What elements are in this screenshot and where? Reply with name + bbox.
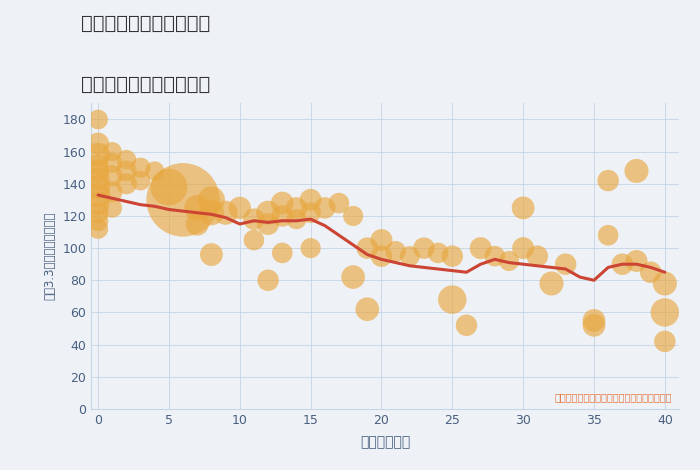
Point [92, 225, 104, 233]
Point [603, 232, 614, 239]
Point [121, 167, 132, 175]
Point [206, 251, 217, 258]
Point [333, 199, 344, 207]
Point [276, 199, 288, 207]
Point [376, 236, 387, 244]
Point [178, 196, 189, 204]
X-axis label: 築年数（年）: 築年数（年） [360, 435, 410, 449]
Point [517, 204, 528, 212]
Point [461, 321, 472, 329]
Point [149, 167, 160, 175]
Point [489, 252, 500, 260]
Point [276, 249, 288, 257]
Text: 築年数別中古戸建て価格: 築年数別中古戸建て価格 [80, 75, 210, 94]
Text: 東京都小平市小川西町の: 東京都小平市小川西町の [80, 14, 210, 33]
Point [220, 209, 231, 217]
Point [475, 244, 486, 252]
Point [376, 252, 387, 260]
Point [121, 180, 132, 188]
Point [305, 196, 316, 204]
Point [319, 204, 330, 212]
Point [645, 268, 657, 276]
Text: 円の大きさは、取引のあった物件面積を示す: 円の大きさは、取引のあった物件面積を示す [554, 392, 672, 402]
Point [347, 273, 358, 281]
Point [248, 236, 260, 244]
Point [106, 148, 118, 156]
Point [106, 188, 118, 196]
Point [433, 249, 444, 257]
Point [92, 183, 104, 191]
Point [92, 199, 104, 207]
Point [532, 252, 543, 260]
Point [603, 177, 614, 184]
Point [192, 204, 203, 212]
Point [419, 244, 430, 252]
Point [135, 164, 146, 172]
Point [362, 244, 373, 252]
Y-axis label: 坪（3.3㎡）単価（万円）: 坪（3.3㎡）単価（万円） [43, 212, 57, 300]
Point [659, 309, 671, 316]
Point [92, 116, 104, 123]
Point [290, 215, 302, 223]
Point [206, 209, 217, 217]
Point [106, 159, 118, 167]
Point [447, 252, 458, 260]
Point [92, 175, 104, 183]
Point [290, 204, 302, 212]
Point [631, 257, 642, 265]
Point [447, 296, 458, 303]
Point [92, 151, 104, 158]
Point [589, 321, 600, 329]
Point [305, 244, 316, 252]
Point [276, 212, 288, 219]
Point [135, 177, 146, 184]
Point [206, 196, 217, 204]
Point [92, 191, 104, 199]
Point [546, 280, 557, 287]
Point [234, 204, 246, 212]
Point [92, 209, 104, 217]
Point [589, 317, 600, 324]
Point [659, 337, 671, 345]
Point [163, 183, 174, 191]
Point [347, 212, 358, 219]
Point [92, 161, 104, 168]
Point [305, 209, 316, 217]
Point [617, 260, 628, 268]
Point [106, 172, 118, 180]
Point [262, 220, 274, 228]
Point [631, 167, 642, 175]
Point [262, 209, 274, 217]
Point [92, 217, 104, 225]
Point [390, 248, 401, 255]
Point [121, 156, 132, 164]
Point [362, 306, 373, 313]
Point [92, 167, 104, 175]
Point [192, 220, 203, 228]
Point [262, 276, 274, 284]
Point [404, 252, 415, 260]
Point [659, 280, 671, 287]
Point [517, 244, 528, 252]
Point [106, 204, 118, 212]
Point [503, 257, 514, 265]
Point [560, 260, 571, 268]
Point [92, 140, 104, 148]
Point [248, 215, 260, 223]
